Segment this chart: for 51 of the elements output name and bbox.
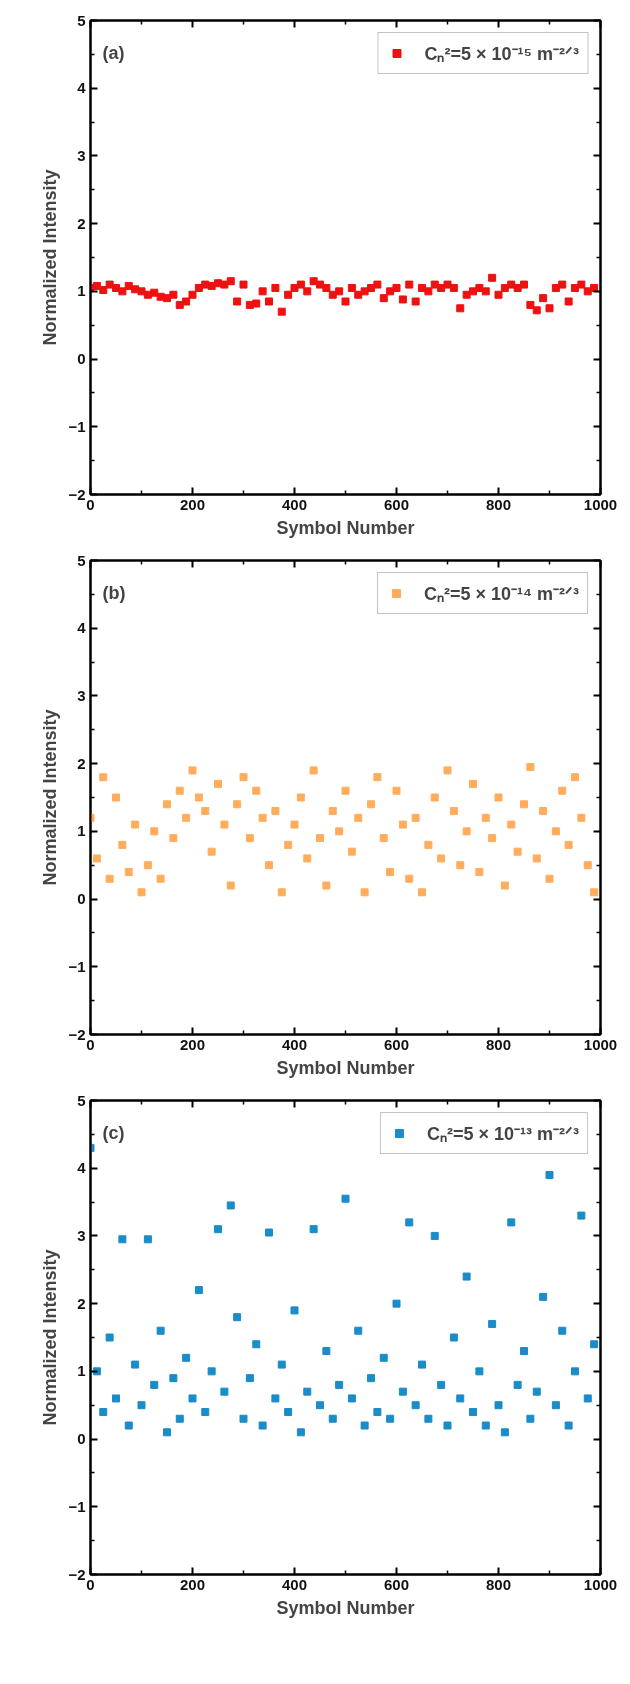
- y-tick-label: 5: [77, 551, 86, 569]
- x-tick-label: 800: [485, 1035, 512, 1053]
- y-tick-label: 3: [77, 686, 86, 704]
- x-axis-title: Symbol Number: [276, 517, 415, 538]
- x-tick-label: 800: [485, 495, 512, 513]
- x-tick-label: 200: [179, 1035, 206, 1053]
- x-tick-label: 200: [179, 1575, 206, 1593]
- y-tick-label: −2: [68, 1565, 86, 1583]
- legend-label: Cₙ²=5 × 10⁻¹⁴ m⁻²ᐟ³: [424, 583, 579, 605]
- y-tick-label: −1: [68, 417, 86, 435]
- x-tick-label: 600: [383, 495, 410, 513]
- x-tick-label: 1000: [583, 1035, 618, 1053]
- x-tick-label: 600: [383, 1575, 410, 1593]
- y-tick-label: −1: [68, 957, 86, 975]
- y-tick-label: 1: [77, 822, 86, 840]
- x-tick-label: 1000: [583, 1575, 618, 1593]
- y-tick-label: 3: [77, 1226, 86, 1244]
- x-tick-label: 600: [383, 1035, 410, 1053]
- y-tick-label: 1: [77, 1362, 86, 1380]
- legend-label: Cₙ²=5 × 10⁻¹⁵ m⁻²ᐟ³: [424, 43, 579, 65]
- y-tick-label: 0: [77, 350, 86, 368]
- y-tick-label: 5: [77, 1091, 86, 1109]
- x-tick-label: 800: [485, 1575, 512, 1593]
- x-axis-title: Symbol Number: [276, 1057, 415, 1078]
- y-tick-label: 2: [77, 754, 86, 772]
- y-tick-label: −2: [68, 485, 86, 503]
- y-axis-title: Normalized Intensity: [40, 709, 61, 886]
- y-tick-label: 3: [77, 146, 86, 164]
- y-tick-label: 0: [77, 890, 86, 908]
- y-tick-label: 2: [77, 214, 86, 232]
- x-tick-label: 400: [281, 495, 308, 513]
- y-axis-title: Normalized Intensity: [40, 169, 61, 346]
- legend-label: Cₙ²=5 × 10⁻¹³ m⁻²ᐟ³: [426, 1123, 579, 1145]
- y-tick-label: 0: [77, 1430, 86, 1448]
- y-tick-label: 4: [77, 79, 87, 97]
- y-tick-label: 4: [77, 1159, 87, 1177]
- y-tick-label: 5: [77, 11, 86, 29]
- annotation: (b): [102, 582, 126, 603]
- x-tick-label: 200: [179, 495, 206, 513]
- y-tick-label: 2: [77, 1294, 86, 1312]
- y-tick-label: 4: [77, 619, 87, 637]
- x-tick-label: 400: [281, 1035, 308, 1053]
- annotation: (c): [102, 1122, 125, 1143]
- x-axis-title: Symbol Number: [276, 1597, 415, 1618]
- x-tick-label: 1000: [583, 495, 618, 513]
- annotation: (a): [102, 42, 125, 63]
- y-axis-title: Normalized Intensity: [40, 1249, 61, 1426]
- x-tick-label: 400: [281, 1575, 308, 1593]
- y-tick-label: 1: [77, 282, 86, 300]
- y-tick-label: −1: [68, 1497, 86, 1515]
- y-tick-label: −2: [68, 1025, 86, 1043]
